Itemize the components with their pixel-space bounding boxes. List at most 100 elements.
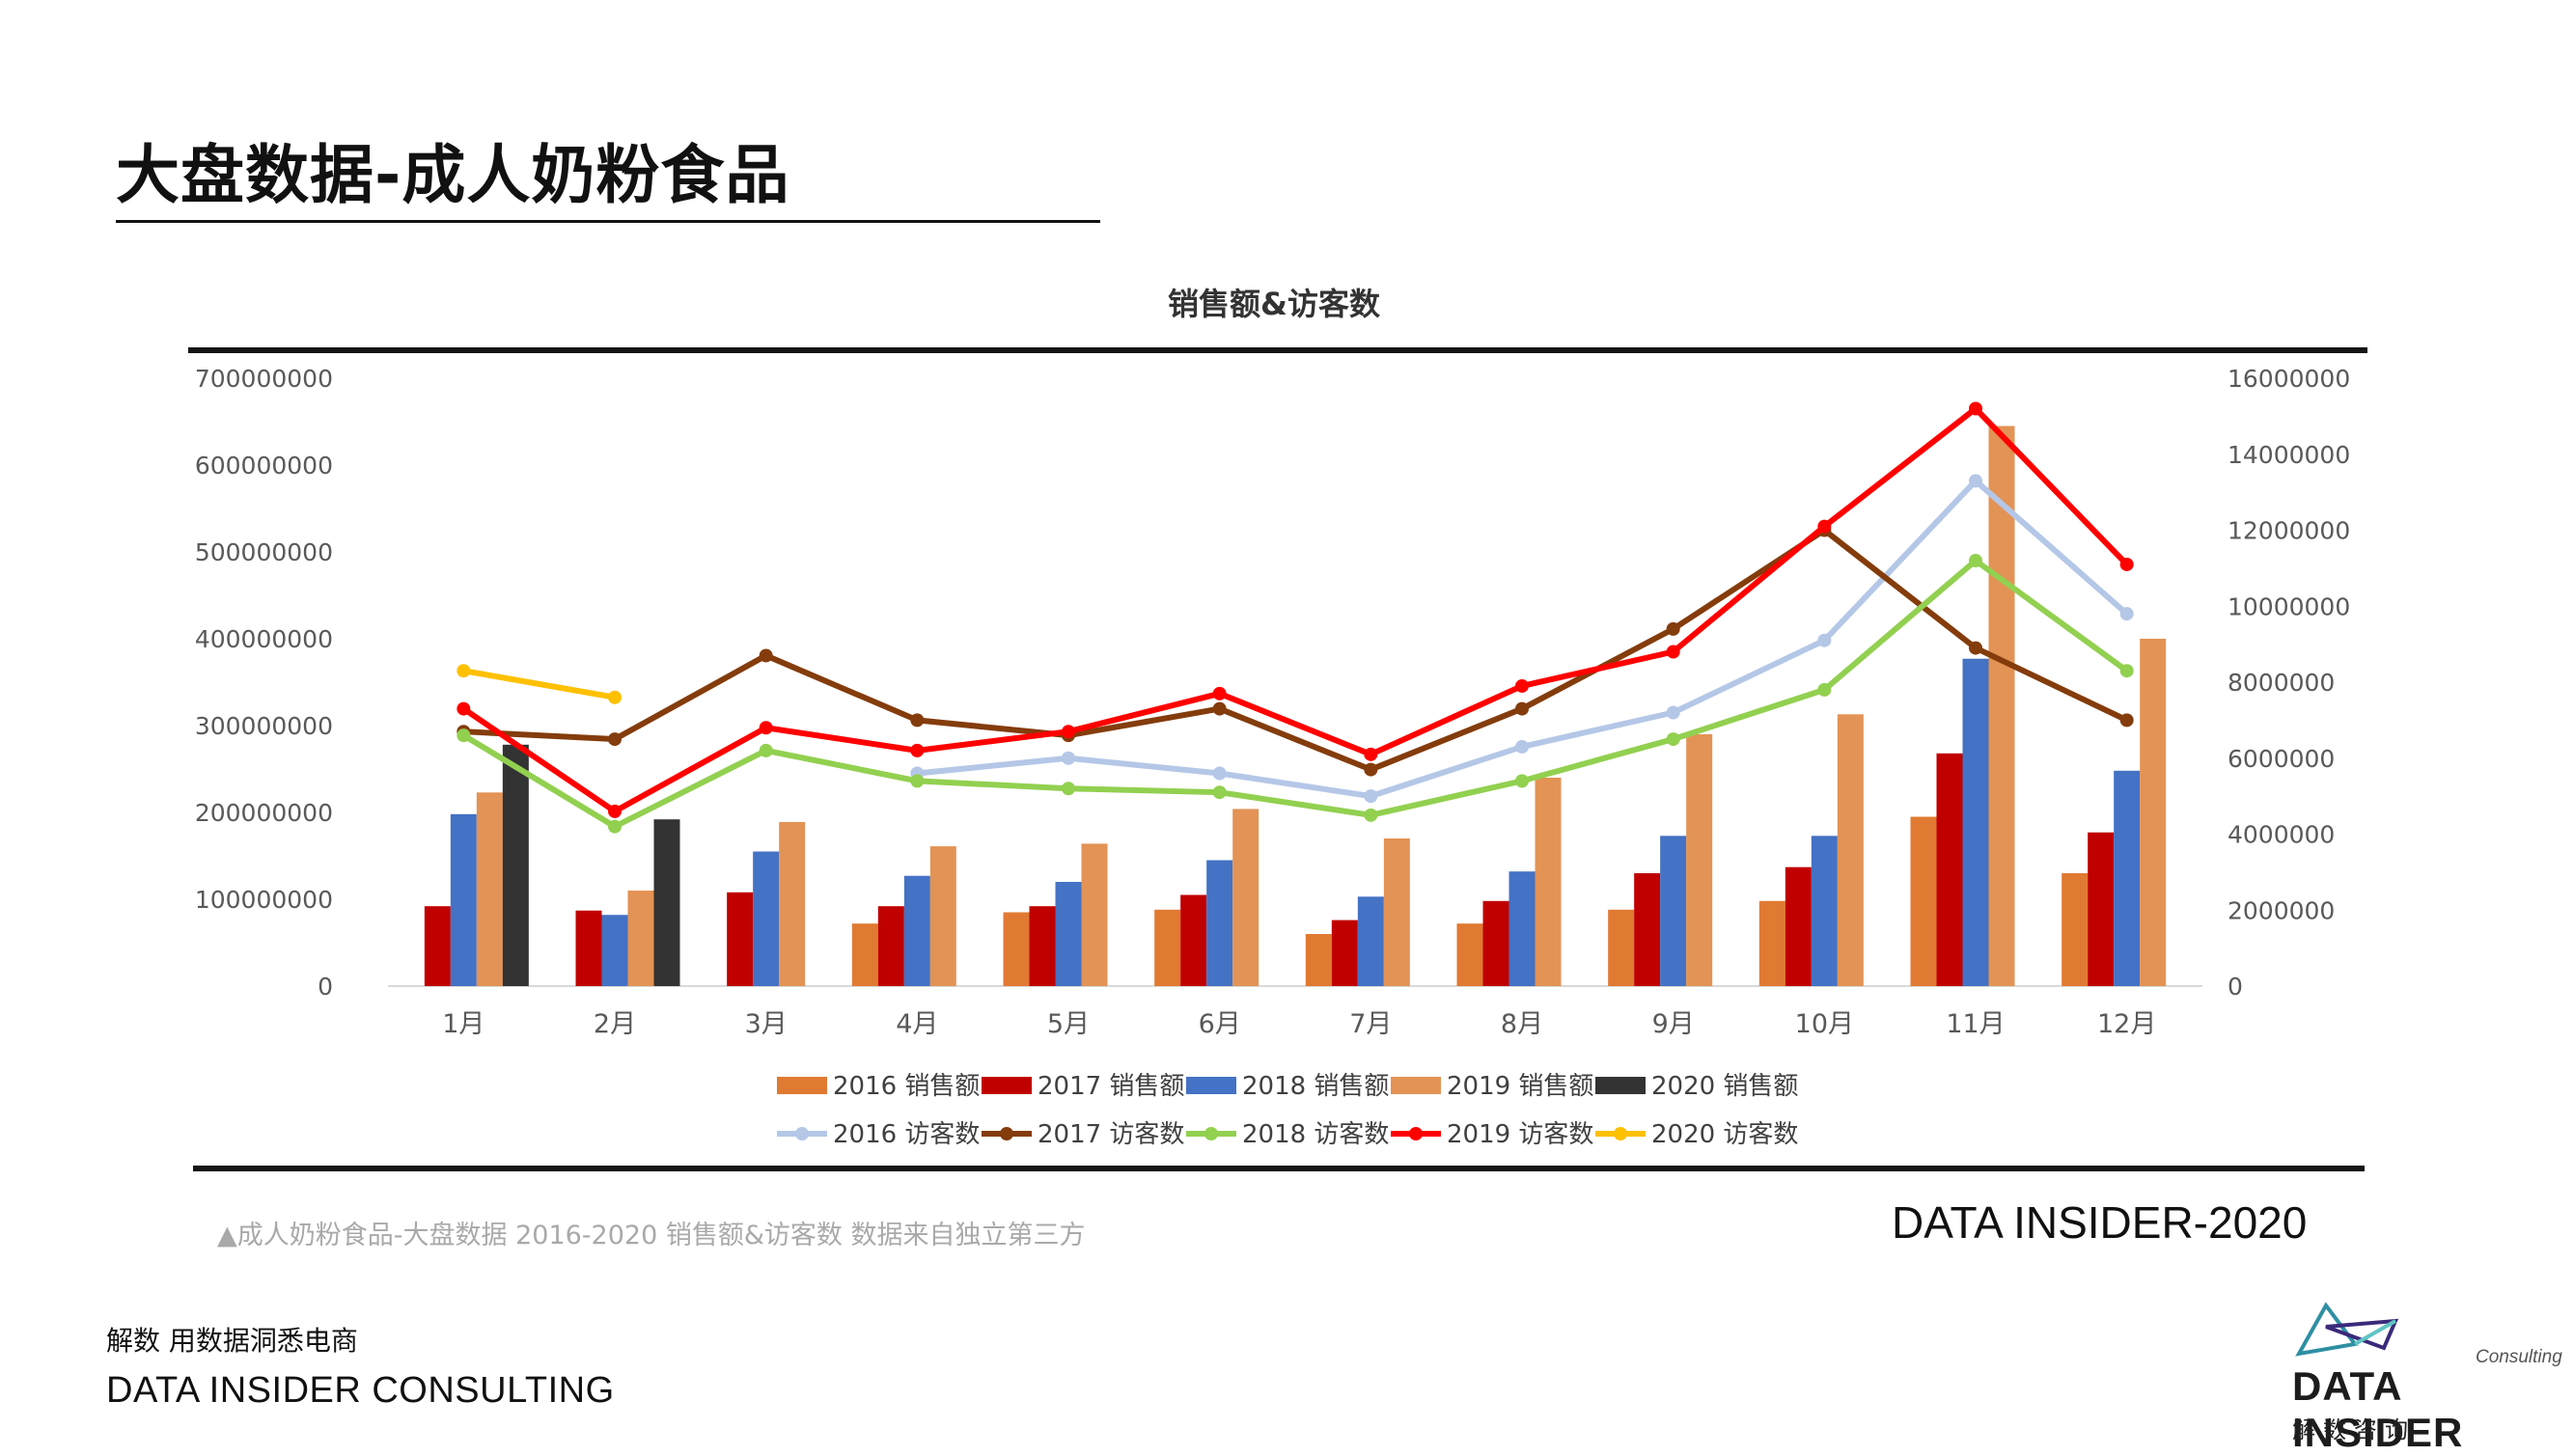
y-right-tick-label: 0 bbox=[2228, 973, 2243, 1001]
x-tick-label: 12月 bbox=[2097, 1009, 2156, 1039]
legend-marker bbox=[1409, 1127, 1423, 1140]
line-point bbox=[1515, 739, 1529, 754]
x-tick-label: 10月 bbox=[1795, 1009, 1854, 1039]
legend-label: 2020 访客数 bbox=[1651, 1120, 1798, 1149]
line-point bbox=[1062, 725, 1075, 739]
bar bbox=[1232, 809, 1259, 986]
x-tick-label: 11月 bbox=[1946, 1009, 2005, 1039]
x-tick-label: 4月 bbox=[896, 1009, 938, 1039]
line-point bbox=[1969, 641, 1982, 655]
line-point bbox=[1212, 701, 1227, 716]
bar bbox=[1154, 909, 1181, 986]
y-right-tick-label: 8000000 bbox=[2228, 669, 2335, 697]
bar bbox=[877, 906, 904, 986]
brand-year: DATA INSIDER-2020 bbox=[1892, 1197, 2308, 1248]
line-point bbox=[1062, 751, 1075, 765]
line-point bbox=[608, 804, 622, 818]
data-insider-logo-icon bbox=[2295, 1302, 2399, 1357]
line-point bbox=[1969, 554, 1982, 567]
bar bbox=[1055, 882, 1082, 986]
line-point bbox=[1212, 766, 1227, 781]
line-point bbox=[1062, 782, 1075, 796]
bar bbox=[1357, 896, 1384, 986]
bar bbox=[2088, 832, 2115, 986]
line-point bbox=[608, 690, 622, 704]
bar bbox=[851, 923, 878, 986]
bar bbox=[1331, 920, 1358, 986]
bar bbox=[1482, 900, 1509, 986]
line-point bbox=[2119, 607, 2134, 621]
chart-caption: ▲成人奶粉食品-大盘数据 2016-2020 销售额&访客数 数据来自独立第三方 bbox=[217, 1221, 1086, 1250]
y-left-tick-label: 600000000 bbox=[195, 452, 333, 480]
page-title: 大盘数据-成人奶粉食品 bbox=[116, 138, 790, 212]
bar bbox=[1206, 860, 1233, 986]
bar bbox=[1988, 426, 2015, 986]
logo-mark-left-icon bbox=[2295, 1302, 2359, 1357]
y-left-tick-label: 0 bbox=[318, 973, 333, 1001]
chart-top-rule bbox=[188, 347, 2367, 353]
series-line bbox=[460, 405, 2130, 814]
y-right-tick-label: 4000000 bbox=[2228, 821, 2335, 849]
bar bbox=[2114, 770, 2141, 986]
legend-label: 2017 销售额 bbox=[1038, 1072, 1184, 1101]
legend-marker bbox=[795, 1127, 809, 1140]
bar bbox=[903, 875, 930, 986]
legend-label: 2017 访客数 bbox=[1038, 1120, 1184, 1149]
y-right-tick-label: 12000000 bbox=[2228, 517, 2350, 545]
legend-label: 2016 访客数 bbox=[833, 1120, 980, 1149]
legend-label: 2018 访客数 bbox=[1242, 1120, 1389, 1149]
logo-mark-link-icon bbox=[2354, 1319, 2396, 1346]
line-point bbox=[608, 732, 622, 747]
bar bbox=[1029, 906, 1056, 986]
bar bbox=[1962, 658, 1989, 986]
y-right-tick-label: 10000000 bbox=[2228, 592, 2350, 620]
bar bbox=[450, 813, 477, 986]
x-tick-label: 8月 bbox=[1501, 1009, 1543, 1039]
line-point bbox=[759, 743, 773, 757]
bar bbox=[502, 744, 529, 986]
legend-swatch bbox=[1595, 1077, 1646, 1094]
line-point bbox=[1666, 732, 1680, 747]
bar bbox=[1785, 866, 1812, 986]
y-left-tick-label: 700000000 bbox=[195, 365, 333, 393]
line-point bbox=[910, 743, 925, 757]
bar bbox=[1660, 836, 1687, 986]
line-point bbox=[1817, 682, 1832, 697]
legend-label: 2019 销售额 bbox=[1447, 1072, 1593, 1101]
legend-swatch bbox=[982, 1077, 1032, 1094]
line-point bbox=[1817, 633, 1832, 647]
bar bbox=[1686, 734, 1713, 986]
bar bbox=[1383, 838, 1410, 986]
chart-title: 销售额&访客数 bbox=[1168, 286, 1380, 322]
line-point bbox=[910, 713, 925, 728]
series-line bbox=[460, 558, 2130, 830]
bar bbox=[779, 821, 806, 986]
bar bbox=[1811, 836, 1838, 986]
line-point bbox=[1515, 701, 1529, 716]
x-tick-label: 5月 bbox=[1047, 1009, 1090, 1039]
x-tick-label: 1月 bbox=[442, 1009, 484, 1039]
legend-label: 2019 访客数 bbox=[1447, 1120, 1593, 1149]
bar bbox=[601, 915, 628, 986]
legend-swatch bbox=[777, 1077, 827, 1094]
bar bbox=[1608, 909, 1635, 986]
line-point bbox=[1515, 774, 1529, 788]
line-point bbox=[1364, 789, 1378, 804]
legend-label: 2020 销售额 bbox=[1651, 1072, 1798, 1101]
logo-sub: Consulting bbox=[2476, 1347, 2562, 1367]
y-left-tick-label: 400000000 bbox=[195, 625, 333, 653]
bar bbox=[2062, 873, 2089, 986]
x-tick-label: 9月 bbox=[1652, 1009, 1695, 1039]
line-point bbox=[1969, 401, 1982, 416]
legend-swatch bbox=[1391, 1077, 1441, 1094]
line-point bbox=[1969, 474, 1982, 488]
bar bbox=[1758, 900, 1785, 986]
line-point bbox=[1817, 519, 1832, 534]
legend-marker bbox=[1000, 1127, 1013, 1140]
bar bbox=[627, 891, 654, 986]
legend-swatch bbox=[1186, 1077, 1236, 1094]
line-point bbox=[1212, 785, 1227, 800]
line-point bbox=[910, 774, 925, 788]
slogan: 解数 用数据洞悉电商 bbox=[106, 1325, 358, 1357]
